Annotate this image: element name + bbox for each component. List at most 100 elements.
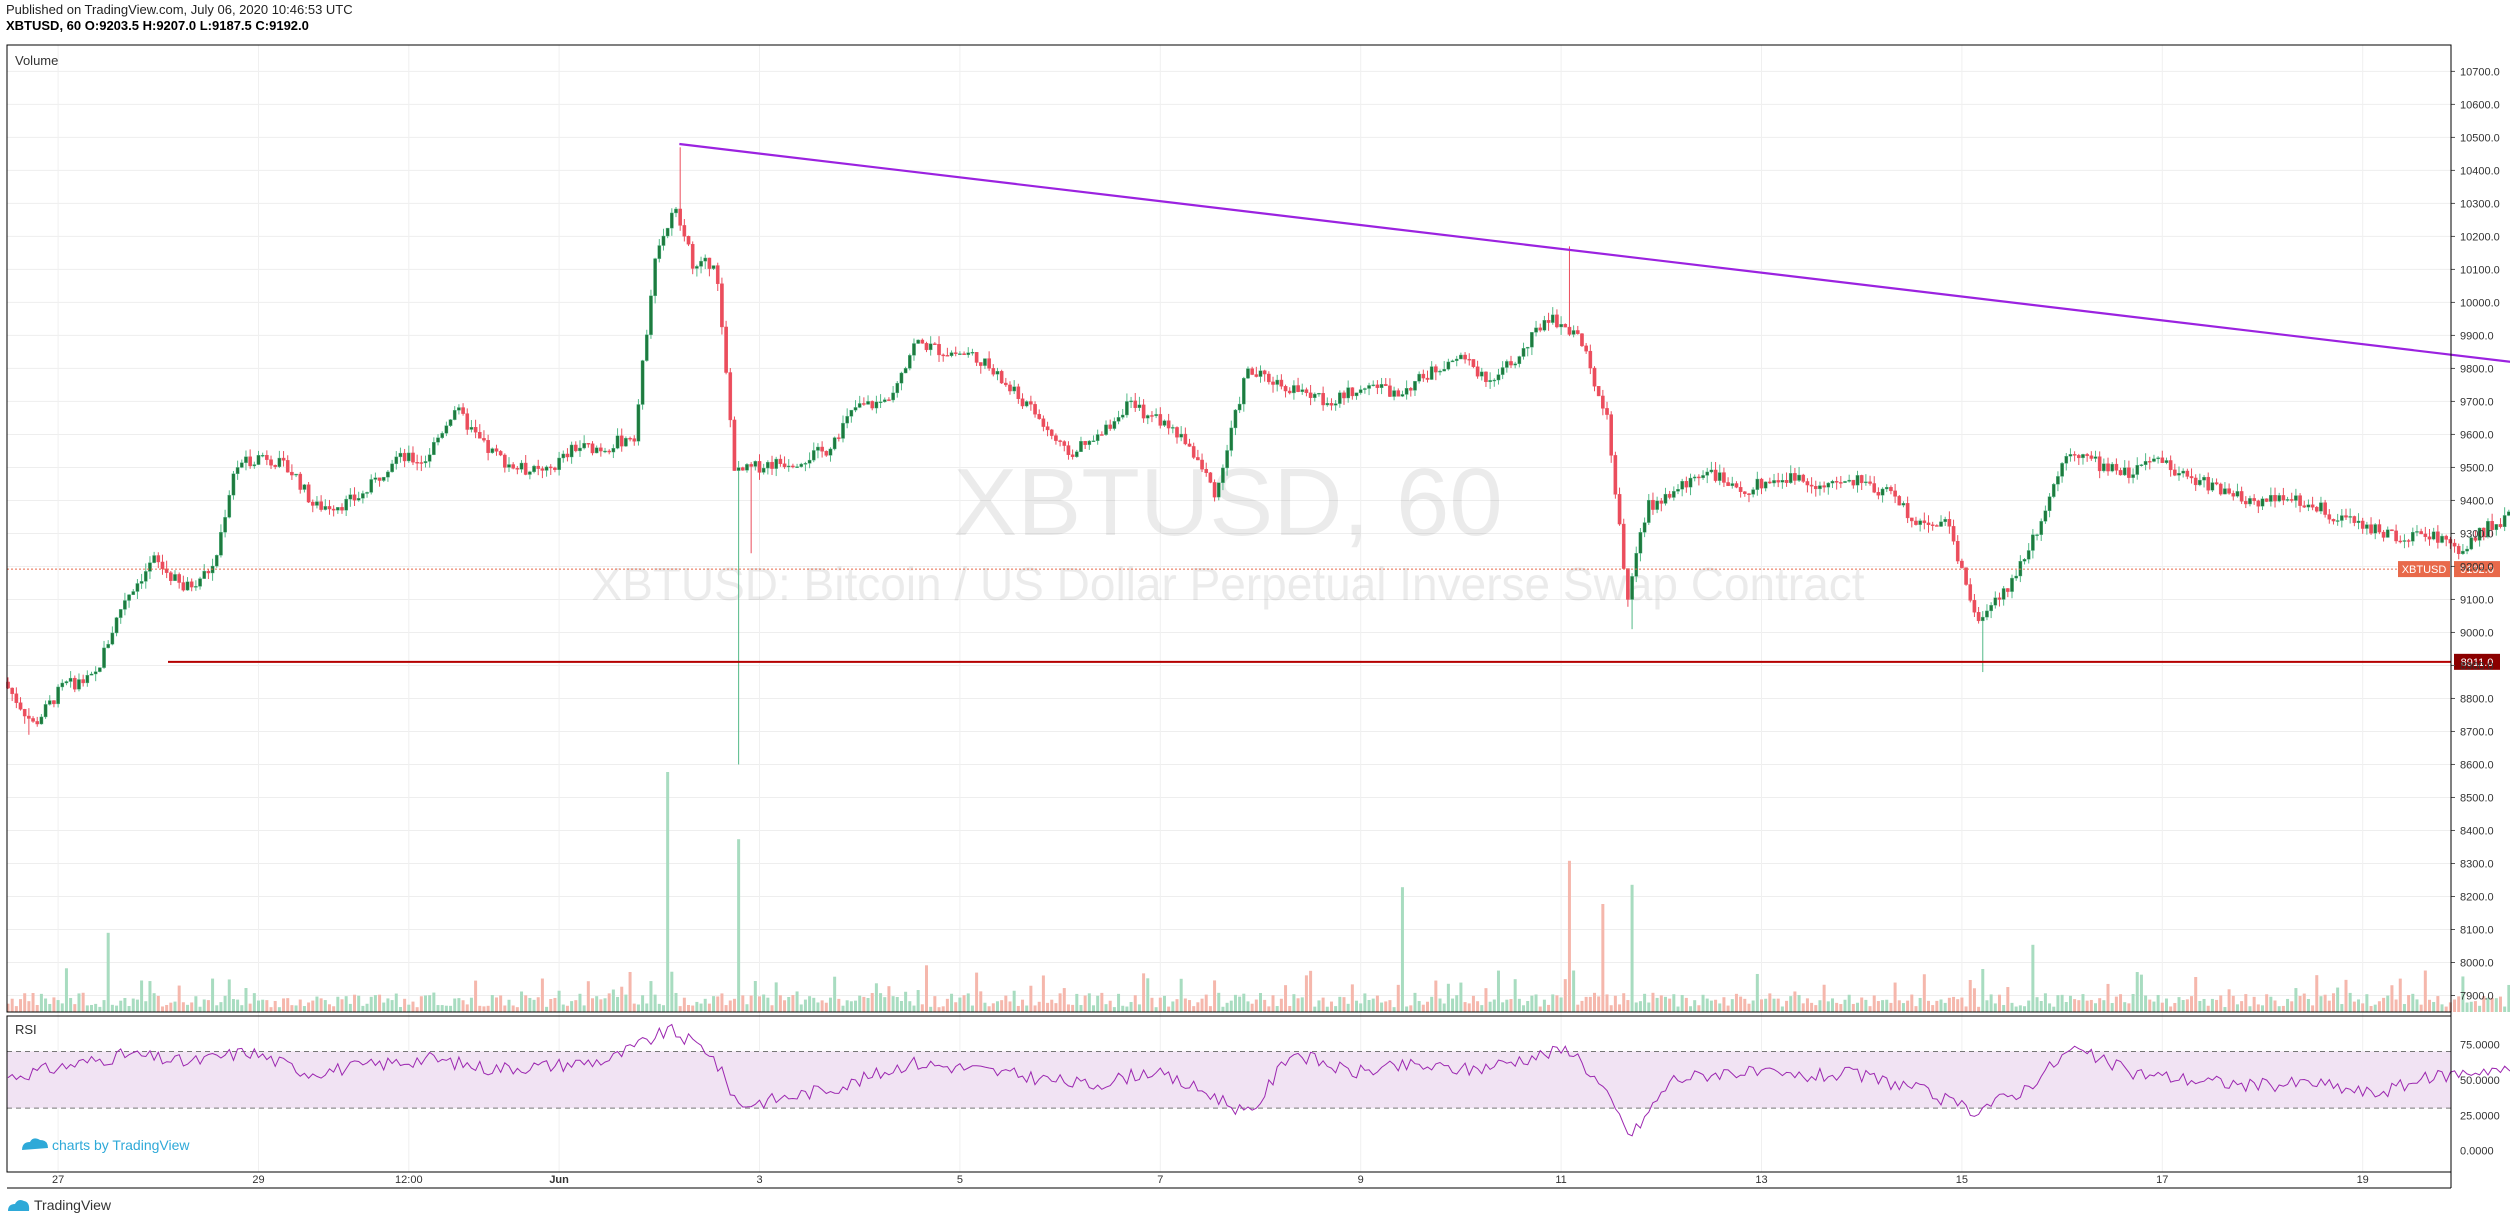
- volume-bar: [499, 995, 503, 1012]
- volume-bar: [1192, 1006, 1196, 1012]
- candle-body: [1784, 480, 1789, 483]
- volume-bar: [933, 996, 937, 1012]
- volume-bar: [2089, 999, 2093, 1012]
- candle-body: [1667, 493, 1672, 498]
- candle-body: [2452, 542, 2457, 547]
- candle-body: [398, 452, 403, 458]
- volume-bar: [227, 979, 231, 1012]
- volume-bar: [1221, 1006, 1225, 1012]
- candle-body: [757, 461, 762, 473]
- volume-bar: [1789, 996, 1793, 1012]
- volume-bar: [160, 1006, 164, 1012]
- candle-body: [223, 517, 227, 533]
- volume-bar: [1137, 1004, 1141, 1012]
- candle-body: [2260, 498, 2265, 507]
- volume-bar: [2156, 994, 2160, 1012]
- volume-bar: [1860, 997, 1864, 1012]
- volume-bar: [1355, 1000, 1359, 1012]
- candle-body: [114, 617, 119, 634]
- candle-body: [306, 484, 311, 503]
- candle-body: [657, 245, 662, 259]
- charts-by-tradingview[interactable]: charts by TradingView: [22, 1137, 190, 1153]
- candle-body: [920, 339, 925, 344]
- volume-bar: [2290, 1001, 2294, 1012]
- candle-body: [2277, 495, 2282, 502]
- volume-bar: [1526, 1001, 1530, 1012]
- candle-body: [365, 492, 369, 494]
- candle-body: [1024, 401, 1029, 407]
- footer-branding[interactable]: TradingView: [6, 1197, 111, 1213]
- candle-body: [807, 459, 812, 464]
- candle-body: [64, 681, 69, 684]
- candle-body: [436, 437, 440, 443]
- candle-body: [2164, 460, 2169, 463]
- candle-body: [1742, 491, 1747, 494]
- candle-body: [507, 464, 511, 468]
- volume-bar: [728, 1000, 732, 1012]
- candle-body: [1713, 469, 1718, 481]
- candle-body: [2402, 540, 2407, 542]
- volume-bar: [2148, 999, 2152, 1012]
- axes: 7900.0 8000.0 8100.0 8200.0 8300.0 8400.0 8500…: [52, 66, 2500, 1186]
- candle-body: [1074, 451, 1079, 457]
- price-tick-label: 8100.0: [2460, 924, 2494, 936]
- candle-body: [1880, 488, 1885, 496]
- candle-body: [870, 401, 875, 409]
- volume-bar: [632, 1003, 636, 1012]
- volume-bar: [2357, 999, 2361, 1012]
- volume-bar: [428, 995, 432, 1012]
- candle-body: [77, 679, 81, 690]
- candle-body: [22, 709, 27, 717]
- candle-body: [281, 457, 286, 461]
- volume-bar: [862, 996, 866, 1012]
- candle-body: [649, 295, 653, 335]
- price-tick-label: 8600.0: [2460, 759, 2494, 771]
- candle-body: [1058, 440, 1062, 442]
- candle-body: [1768, 481, 1772, 484]
- candle-body: [1672, 491, 1676, 498]
- candle-body: [1955, 541, 1960, 562]
- volume-bar: [1371, 998, 1375, 1012]
- rsi-tick-label: 0.0000: [2460, 1146, 2494, 1158]
- candle-body: [1797, 474, 1801, 481]
- candle-body: [937, 343, 941, 356]
- volume-bar: [465, 1004, 469, 1012]
- candle-body: [177, 574, 181, 583]
- candle-body: [1989, 605, 1993, 612]
- candle-body: [2319, 502, 2323, 512]
- rsi-tick-label: 50.0000: [2460, 1075, 2500, 1087]
- candle-body: [1563, 324, 1568, 328]
- candle-body: [252, 464, 257, 467]
- candle-body: [1646, 499, 1651, 523]
- candle-body: [1500, 367, 1505, 375]
- candle-body: [1267, 373, 1271, 383]
- volume-bar: [135, 999, 139, 1012]
- candle-body: [1592, 367, 1597, 387]
- candle-body: [699, 260, 703, 267]
- candle-body: [912, 343, 916, 356]
- candle-body: [978, 362, 983, 366]
- volume-bar: [2006, 987, 2010, 1012]
- candle-body: [1408, 388, 1413, 391]
- volume-bar: [1952, 996, 1956, 1012]
- volume-bar: [186, 1004, 190, 1012]
- volume-bar: [1647, 1002, 1651, 1012]
- candle-body: [2022, 559, 2027, 562]
- volume-bar: [1856, 1002, 1860, 1012]
- candle-body: [2331, 519, 2336, 522]
- charts-by-text[interactable]: charts by TradingView: [52, 1137, 190, 1153]
- candle-body: [1697, 476, 1701, 479]
- candle-body: [1818, 485, 1822, 490]
- candle-body: [1964, 567, 1968, 585]
- candle-body: [741, 467, 745, 471]
- volume-bar: [1593, 992, 1596, 1012]
- volume-bar: [1889, 1002, 1893, 1012]
- volume-bar: [1250, 1003, 1254, 1012]
- candle-body: [1383, 384, 1388, 387]
- candle-body: [857, 403, 862, 408]
- volume-bar: [2394, 999, 2398, 1012]
- candle-body: [599, 447, 603, 452]
- volume-bar: [2294, 988, 2298, 1012]
- candle-body: [590, 443, 595, 454]
